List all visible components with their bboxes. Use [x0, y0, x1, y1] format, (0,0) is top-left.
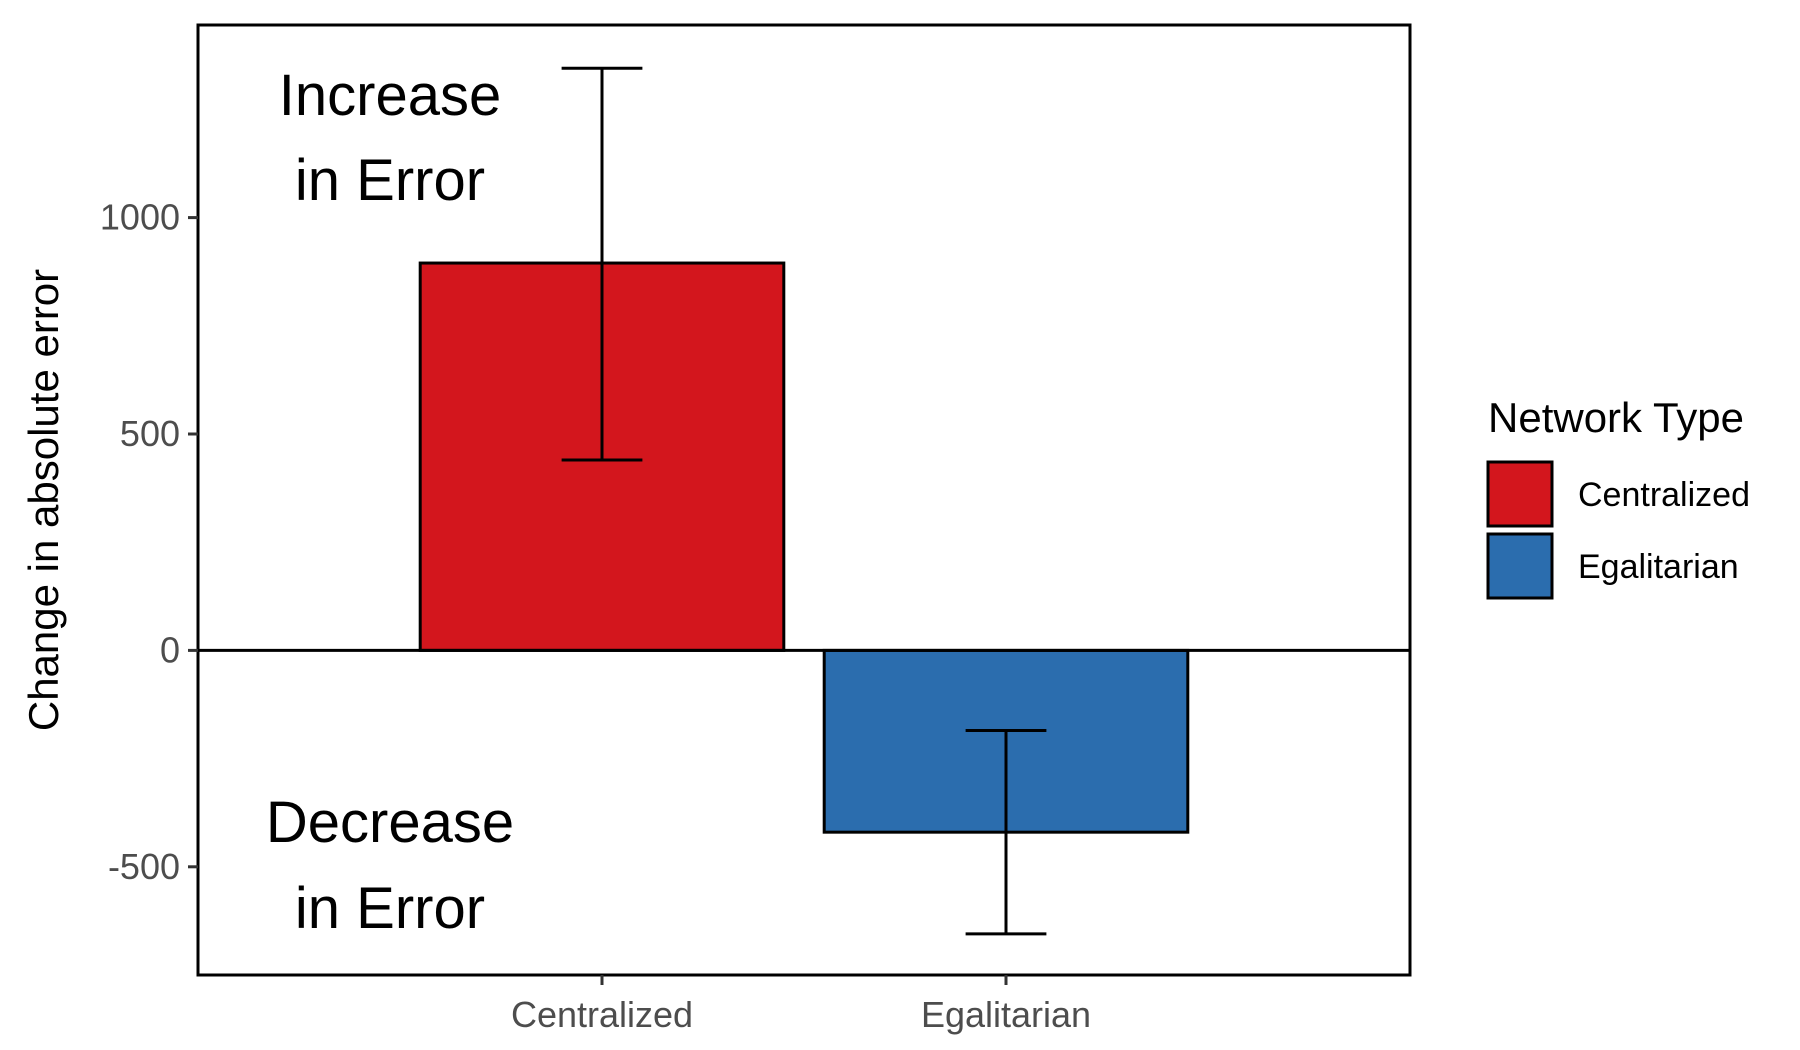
- legend-title: Network Type: [1488, 394, 1744, 441]
- x-tick-label: Egalitarian: [921, 994, 1091, 1035]
- legend-items: Centralized Egalitarian: [1486, 460, 1750, 600]
- legend-swatch: [1486, 460, 1554, 528]
- annotation-line: in Error: [295, 876, 485, 941]
- y-tick-label: 500: [120, 413, 180, 454]
- annotation-decrease: Decrease in Error: [266, 790, 514, 941]
- x-tick-label: Centralized: [511, 994, 693, 1035]
- legend-swatch: [1486, 532, 1554, 600]
- y-tick-label: -500: [108, 846, 180, 887]
- legend-item-egalitarian: Egalitarian: [1486, 532, 1739, 600]
- x-axis: Centralized Egalitarian: [511, 975, 1091, 1035]
- error-bar-centralized: [561, 66, 643, 462]
- error-bar-egalitarian: [965, 728, 1047, 936]
- y-axis: -500 0 500 1000: [100, 197, 198, 887]
- legend-label: Egalitarian: [1578, 548, 1739, 586]
- legend-item-centralized: Centralized: [1486, 460, 1750, 528]
- panel-border: [196, 23, 1412, 977]
- y-tick-label: 0: [160, 629, 180, 670]
- plot-panel: [196, 23, 1412, 977]
- y-axis-title: Change in absolute error: [20, 269, 67, 731]
- annotation-increase: Increase in Error: [279, 63, 501, 213]
- annotations: Increase in Error Decrease in Error: [266, 63, 514, 941]
- y-tick-label: 1000: [100, 197, 180, 238]
- annotation-line: Decrease: [266, 790, 514, 855]
- annotation-line: Increase: [279, 63, 501, 128]
- annotation-line: in Error: [295, 148, 485, 213]
- legend-label: Centralized: [1578, 476, 1750, 514]
- legend: Network Type Centralized Egalitarian: [1486, 394, 1750, 600]
